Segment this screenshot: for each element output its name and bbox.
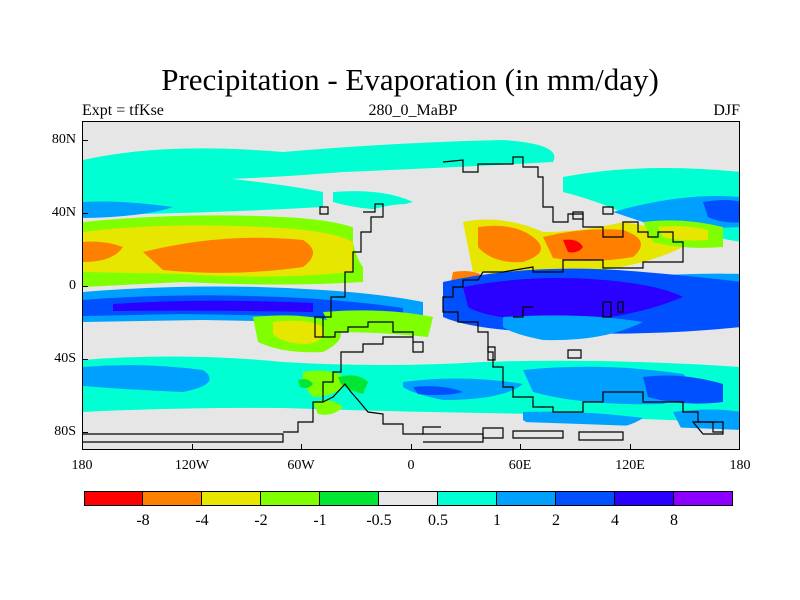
x-tick-label: 120E <box>615 458 645 473</box>
y-tick-label: 40S <box>54 351 76 366</box>
colorbar-label: 8 <box>670 512 678 529</box>
colorbar-label: -2 <box>254 512 268 529</box>
colorbar-label: -1 <box>313 512 327 529</box>
y-tick-label: 0 <box>69 278 76 293</box>
x-tick-label: 180 <box>729 458 751 473</box>
colorbar-swatch <box>556 491 615 506</box>
x-tick-label: 180 <box>71 458 93 473</box>
colorbar-label: 2 <box>552 512 560 529</box>
colorbar-swatch <box>497 491 556 506</box>
colorbar-swatch <box>674 491 733 506</box>
y-tick-label: 80S <box>54 424 76 439</box>
colorbar-swatch <box>261 491 320 506</box>
y-tick-mark <box>82 213 88 214</box>
x-tick-label: 60E <box>508 458 532 473</box>
y-tick-mark <box>82 286 88 287</box>
colorbar-swatch <box>379 491 438 506</box>
time-label: 280_0_MaBP <box>368 102 458 119</box>
colorbar-label: -0.5 <box>366 512 392 529</box>
colorbar-swatch <box>143 491 202 506</box>
y-tick-mark <box>82 432 88 433</box>
colorbar-label: -4 <box>195 512 209 529</box>
colorbar-swatch <box>84 491 143 506</box>
colorbar-label: 0.5 <box>428 512 448 529</box>
x-tick-mark <box>520 444 521 450</box>
y-tick-mark <box>82 359 88 360</box>
x-tick-mark <box>301 444 302 450</box>
map-plot-area <box>82 121 740 450</box>
colorbar-swatch <box>202 491 261 506</box>
colorbar-label: 4 <box>611 512 619 529</box>
colorbar <box>84 491 733 506</box>
map-title: Precipitation - Evaporation (in mm/day) <box>161 62 659 97</box>
experiment-label: Expt = tfKse <box>82 102 164 119</box>
x-tick-label: 120W <box>174 458 210 473</box>
precip-evap-field <box>83 122 739 449</box>
x-tick-label: 0 <box>407 458 415 473</box>
x-tick-mark <box>192 444 193 450</box>
y-tick-mark <box>82 140 88 141</box>
colorbar-swatch <box>615 491 674 506</box>
x-tick-label: 60W <box>287 458 315 473</box>
colorbar-swatch <box>438 491 497 506</box>
season-label: DJF <box>713 102 740 119</box>
x-tick-mark <box>630 444 631 450</box>
colorbar-swatch <box>320 491 379 506</box>
y-tick-label: 80N <box>51 132 76 147</box>
y-tick-label: 40N <box>51 205 76 220</box>
colorbar-label: 1 <box>493 512 501 529</box>
colorbar-label: -8 <box>136 512 150 529</box>
x-tick-mark <box>411 444 412 450</box>
